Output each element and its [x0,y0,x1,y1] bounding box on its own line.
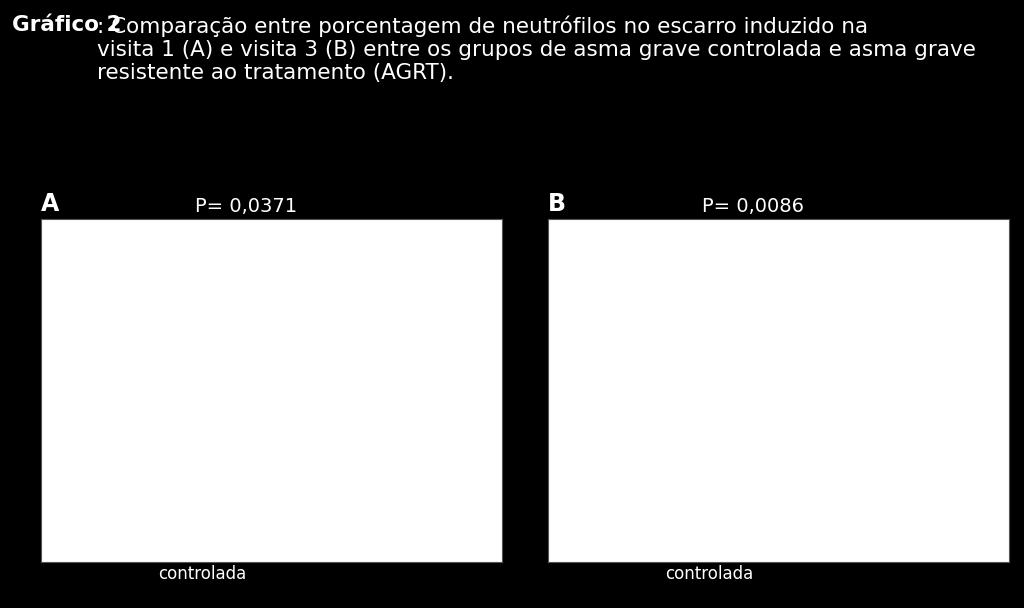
Text: P= 0,0371: P= 0,0371 [195,197,297,216]
Text: A: A [41,192,59,216]
Text: : Comparação entre porcentagem de neutrófilos no escarro induzido na
visita 1 (A: : Comparação entre porcentagem de neutró… [97,15,976,83]
Text: controlada: controlada [158,565,247,584]
Text: P= 0,0086: P= 0,0086 [701,197,804,216]
Text: controlada: controlada [665,565,754,584]
Text: Gráfico 2: Gráfico 2 [12,15,122,35]
Text: B: B [548,192,566,216]
